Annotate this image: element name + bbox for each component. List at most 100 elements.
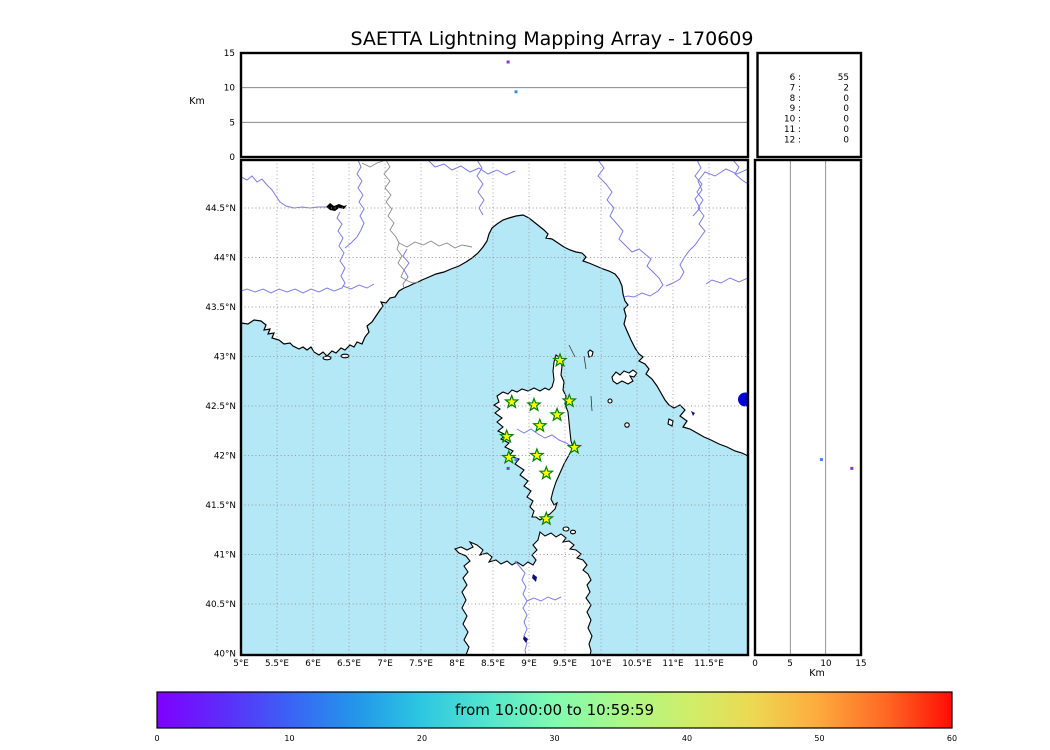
xtick-label: 15: [855, 659, 866, 669]
lat-tick-label: 42°N: [214, 452, 236, 462]
corsica-island: [492, 354, 574, 521]
lon-tick-label: 7°E: [377, 659, 393, 669]
maddalena-islet: [562, 526, 570, 532]
lon-tick-label: 9°E: [521, 659, 537, 669]
page-title: SAETTA Lightning Mapping Array - 170609: [351, 28, 754, 50]
lon-tick-label: 6°E: [305, 659, 321, 669]
hour-count: 0: [843, 125, 849, 135]
station-star: [498, 428, 515, 444]
sardinia-lake: [523, 636, 528, 643]
colorbar-tick: 60: [947, 734, 957, 743]
sea-line-artifact: [590, 395, 593, 412]
lon-tick-label: 8.5°E: [481, 659, 505, 669]
lat-tick-label: 42.5°N: [205, 402, 236, 412]
hour-count: 0: [843, 94, 849, 104]
sea-line-artifact: [583, 355, 587, 370]
lon-tick-label: 9.5°E: [553, 659, 577, 669]
lon-tick-label: 5.5°E: [265, 659, 289, 669]
map-sources: [506, 458, 518, 470]
right-panel-frame: [753, 158, 863, 657]
lon-tick-label: 8°E: [449, 659, 465, 669]
pianosa-island: [607, 398, 613, 404]
hyeres-island: [322, 355, 332, 361]
colorbar-tick: 0: [154, 734, 159, 743]
hour-label: 12 :: [784, 135, 801, 145]
xtick-label: 0: [752, 659, 758, 669]
top-altitude-panel: 15 10 5 0 Km: [189, 49, 750, 163]
station-star: [561, 392, 578, 408]
station-star: [503, 393, 520, 409]
station-star-markers: [498, 352, 583, 526]
x-axis-label: Km: [809, 668, 824, 679]
hyeres-island: [340, 353, 350, 359]
lon-tick-label: 7.5°E: [409, 659, 433, 669]
lon-tick-label: 10.5°E: [622, 659, 652, 669]
elba-island: [611, 369, 638, 385]
lightning-source: [514, 458, 518, 461]
counts-panel-frame: [756, 51, 863, 159]
xtick-label: 10: [820, 659, 832, 669]
capraia-island: [587, 349, 594, 358]
hour-counts-panel: 6 : 55 7 : 2 8 : 0 9 : 0 10 : 0 11 : 0 1…: [756, 51, 863, 159]
station-star: [531, 417, 548, 433]
right-panel-sources: [819, 458, 854, 470]
top-panel-sources: [506, 60, 518, 94]
hour-count: 0: [843, 115, 849, 125]
lat-tick-label: 44°N: [214, 254, 236, 264]
lake-bolsena: [738, 392, 748, 407]
ytick-label: 0: [229, 153, 235, 163]
station-star: [552, 352, 568, 368]
giglio-island: [667, 418, 674, 427]
right-altitude-panel: 0 5 10 15 Km: [752, 158, 867, 679]
lake-serre-poncon: [326, 203, 347, 211]
top-panel-frame: [239, 51, 750, 159]
hour-label: 6 :: [790, 73, 801, 83]
map-panel: 44.5°N 44°N 43.5°N 43°N 42.5°N 42°N 41.5…: [205, 158, 750, 669]
lon-tick-label: 11.5°E: [694, 659, 724, 669]
lat-tick-label: 40.5°N: [205, 600, 236, 610]
station-star: [538, 510, 555, 526]
station-star: [501, 449, 517, 465]
time-colorbar: from 10:00:00 to 10:59:59 0 10 20 30 40 …: [154, 691, 957, 743]
colorbar-frame: [156, 691, 953, 729]
colorbar-tick: 30: [549, 734, 559, 743]
station-star: [549, 406, 565, 422]
hour-label: 10 :: [784, 115, 801, 125]
station-star: [529, 447, 545, 463]
hour-label: 9 :: [790, 104, 801, 114]
longitude-tick-labels: 5°E 5.5°E 6°E 6.5°E 7°E 7.5°E 8°E 8.5°E …: [233, 659, 724, 669]
lon-tick-label: 10°E: [590, 659, 611, 669]
lightning-source: [506, 466, 510, 470]
lightning-source: [514, 90, 518, 94]
lon-tick-label: 5°E: [233, 659, 249, 669]
hour-label: 7 :: [790, 83, 801, 93]
ytick-label: 10: [224, 84, 236, 94]
xtick-label: 5: [787, 659, 793, 669]
y-axis-label: Km: [189, 96, 204, 107]
lat-tick-label: 43°N: [214, 353, 236, 363]
map-frame: [239, 158, 750, 657]
hour-count: 0: [843, 104, 849, 114]
hour-label: 8 :: [790, 94, 801, 104]
hour-count: 0: [843, 135, 849, 145]
lightning-source: [850, 466, 854, 470]
station-star: [566, 439, 583, 455]
latitude-tick-labels: 44.5°N 44°N 43.5°N 43°N 42.5°N 42°N 41.5…: [205, 204, 236, 660]
lightning-source: [819, 458, 823, 461]
montecristo-island: [624, 422, 630, 428]
lat-tick-label: 40°N: [214, 650, 236, 660]
colorbar-label: from 10:00:00 to 10:59:59: [455, 701, 654, 719]
hour-count: 2: [843, 83, 849, 93]
country-borders: [361, 160, 473, 284]
lat-tick-label: 41.5°N: [205, 501, 236, 511]
station-star: [526, 396, 542, 412]
lightning-source: [506, 60, 510, 64]
colorbar-tick: 10: [284, 734, 294, 743]
hour-label: 11 :: [784, 125, 801, 135]
colorbar-tick: 20: [417, 734, 427, 743]
orbetello-lagoon: [691, 411, 695, 416]
ytick-label: 5: [229, 118, 235, 128]
sardinia-lake: [532, 574, 537, 582]
mediterranean-sea: [241, 214, 748, 655]
